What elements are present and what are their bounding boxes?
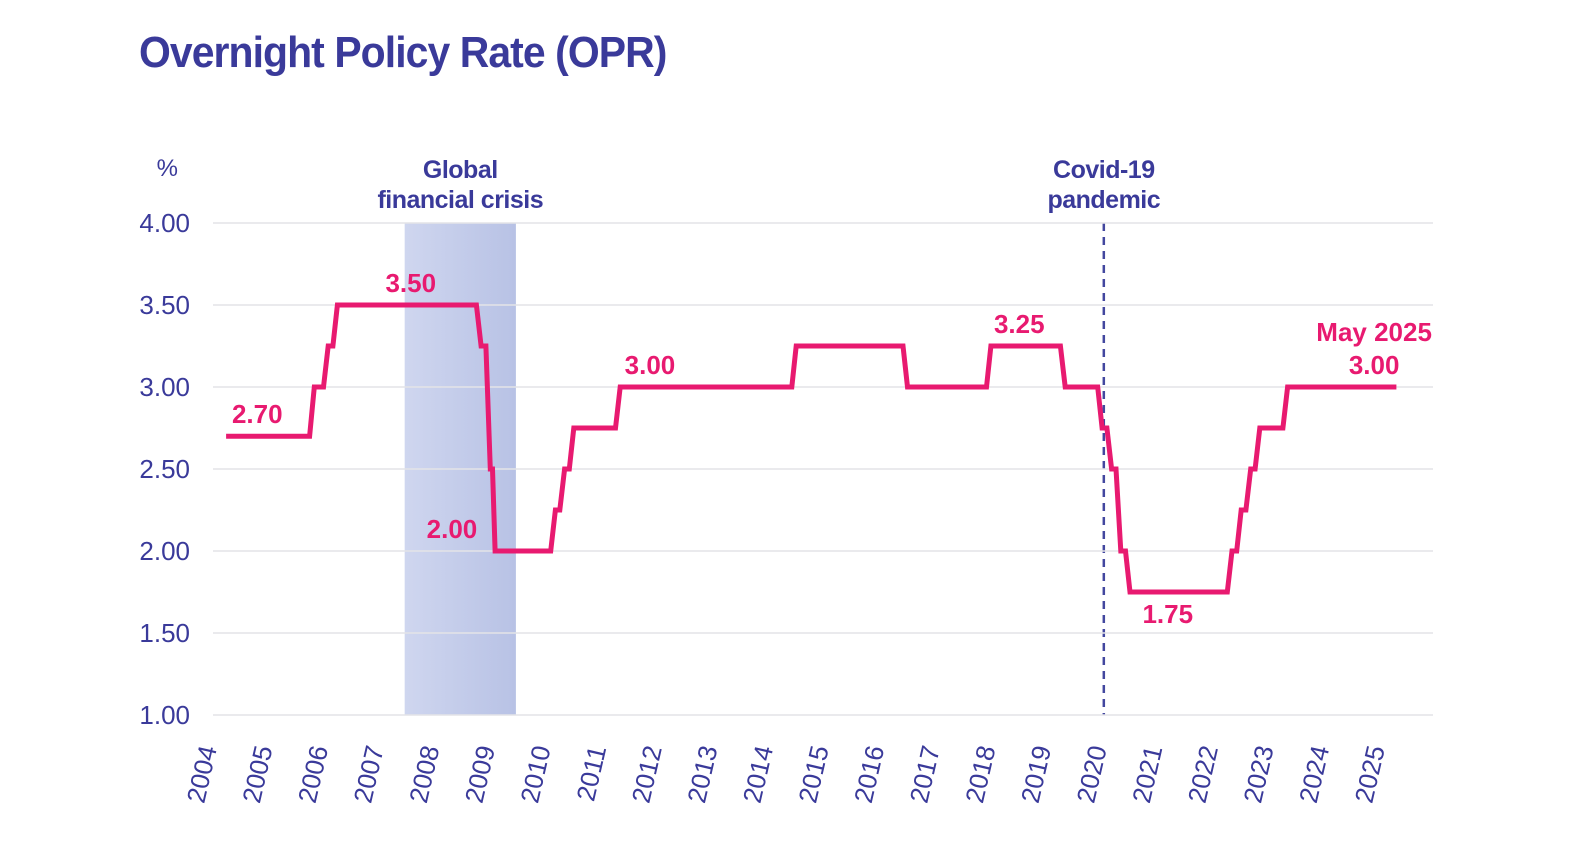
point-label-2-00: 2.00 — [427, 514, 478, 544]
annotation-line: financial crisis — [377, 186, 543, 214]
x-tick-label: 2014 — [737, 743, 779, 806]
y-tick-label: 2.00 — [139, 536, 190, 566]
x-tick-label: 2021 — [1126, 743, 1168, 806]
point-label-3-00: 3.00 — [625, 350, 676, 380]
x-tick-label: 2016 — [848, 743, 890, 806]
annotation-global-financial-crisis: Global financial crisis — [377, 156, 543, 214]
y-tick-label: 2.50 — [139, 454, 190, 484]
x-tick-label: 2025 — [1349, 743, 1391, 806]
x-tick-label: 2005 — [236, 743, 278, 806]
y-tick-label: 3.00 — [139, 372, 190, 402]
x-tick-label: 2013 — [681, 743, 723, 806]
x-tick-label: 2019 — [1015, 743, 1057, 806]
y-tick-label: 3.50 — [139, 290, 190, 320]
point-label-line: 3.00 — [1349, 350, 1400, 380]
page-title: Overnight Policy Rate (OPR) — [139, 28, 667, 77]
x-tick-label: 2004 — [181, 743, 223, 806]
annotation-line: Covid-19 — [1053, 156, 1155, 184]
x-tick-label: 2015 — [792, 743, 834, 806]
annotation-line: pandemic — [1047, 186, 1160, 214]
point-label-3-50: 3.50 — [385, 268, 436, 298]
x-tick-label: 2011 — [570, 743, 612, 804]
x-tick-label: 2023 — [1237, 743, 1279, 806]
y-tick-label: 1.00 — [139, 700, 190, 730]
point-label-line: May 2025 — [1316, 317, 1432, 347]
x-tick-label: 2024 — [1293, 743, 1335, 806]
point-label-1-75: 1.75 — [1142, 599, 1193, 629]
point-label-may-2025: May 2025 3.00 — [1316, 317, 1432, 380]
x-tick-label: 2012 — [626, 743, 668, 806]
opr-rate-line — [226, 302, 1397, 595]
x-tick-label: 2022 — [1182, 743, 1224, 806]
x-tick-label: 2018 — [959, 743, 1001, 806]
annotation-covid-19-pandemic: Covid-19 pandemic — [1047, 156, 1160, 214]
x-tick-label: 2010 — [514, 743, 556, 806]
point-label-3-25: 3.25 — [994, 309, 1045, 339]
x-tick-label: 2017 — [904, 743, 946, 806]
y-axis-unit-label: % — [157, 155, 178, 182]
point-label-2-70: 2.70 — [232, 399, 283, 429]
x-tick-label: 2006 — [292, 743, 334, 806]
x-tick-label: 2008 — [403, 743, 445, 806]
x-tick-label: 2020 — [1071, 743, 1113, 806]
x-tick-label: 2009 — [459, 743, 501, 806]
y-tick-label: 1.50 — [139, 618, 190, 648]
x-tick-label: 2007 — [347, 743, 389, 806]
y-tick-label: 4.00 — [139, 208, 190, 238]
annotation-line: Global — [423, 156, 498, 184]
